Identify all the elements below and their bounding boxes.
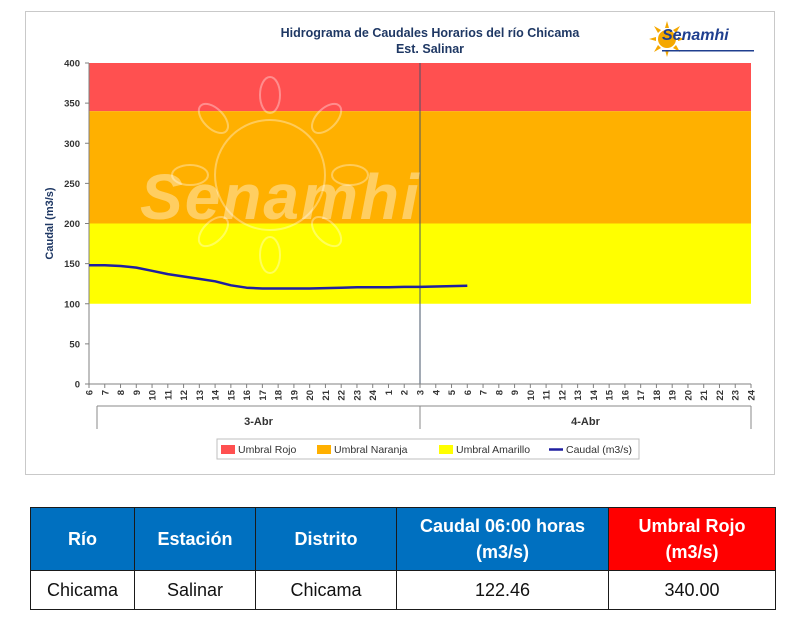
x-tick-label: 10: [148, 390, 159, 401]
legend-item: Umbral Rojo: [221, 444, 297, 456]
x-tick-label: 22: [715, 390, 726, 401]
y-tick-label: 200: [64, 219, 80, 230]
y-tick-label: 0: [75, 380, 80, 391]
legend-item: Umbral Amarillo: [439, 444, 530, 456]
x-tick-label: 20: [305, 390, 316, 401]
header-distrito: Distrito: [255, 507, 397, 571]
x-tick-label: 8: [494, 390, 505, 395]
x-tick-label: 18: [274, 390, 285, 401]
y-tick-label: 150: [64, 259, 80, 270]
legend-item: Caudal (m3/s): [549, 444, 632, 456]
logo-text: Senamhi: [662, 27, 729, 44]
senamhi-logo: [649, 21, 754, 57]
x-tick-label: 14: [211, 389, 222, 400]
legend-label: Caudal (m3/s): [566, 444, 632, 456]
watermark-sun-ray: [259, 76, 281, 114]
x-tick-label: 7: [479, 390, 490, 395]
table-row: Chicama Salinar Chicama 122.46 340.00: [30, 570, 776, 610]
watermark-sun-ray: [171, 164, 209, 186]
x-tick-label: 5: [447, 389, 458, 395]
x-tick-label: 21: [321, 389, 332, 400]
x-tick-label: 18: [652, 390, 663, 401]
legend-swatch: [439, 445, 453, 454]
x-tick-label: 2: [400, 390, 411, 395]
y-tick-label: 50: [69, 339, 80, 350]
cell-caudal: 122.46: [396, 570, 609, 610]
x-tick-label: 21: [699, 389, 710, 400]
x-tick-label: 6: [463, 390, 474, 395]
cell-estacion: Salinar: [134, 570, 256, 610]
watermark-sun-ray: [197, 216, 229, 248]
x-tick-label: 13: [573, 390, 584, 401]
day-label: 4-Abr: [571, 416, 600, 428]
x-tick-label: 3: [416, 390, 427, 395]
x-tick-label: 8: [116, 390, 127, 395]
x-tick-label: 24: [368, 389, 379, 400]
summary-table: Río Estación Distrito Caudal 06:00 horas…: [30, 507, 776, 610]
watermark-sun-ray: [197, 102, 229, 134]
x-tick-label: 23: [352, 390, 363, 401]
x-tick-label: 17: [636, 390, 647, 401]
x-tick-label: 19: [289, 390, 300, 401]
header-umbral-rojo: Umbral Rojo (m3/s): [608, 507, 776, 571]
x-tick-label: 13: [195, 390, 206, 401]
x-tick-label: 24: [747, 389, 758, 400]
y-tick-label: 400: [64, 59, 80, 70]
watermark-sun-ray: [259, 236, 281, 274]
y-tick-label: 100: [64, 299, 80, 310]
legend-swatch: [317, 445, 331, 454]
x-tick-label: 16: [242, 390, 253, 401]
watermark-sun: [171, 76, 369, 274]
header-rio: Río: [30, 507, 135, 571]
x-tick-label: 19: [668, 390, 679, 401]
legend-item: Umbral Naranja: [317, 444, 408, 456]
legend: Umbral Rojo Umbral Naranja Umbral Amarillo…: [216, 438, 640, 460]
x-tick-label: 12: [179, 390, 190, 401]
y-axis-label: Caudal (m3/s): [44, 187, 56, 259]
x-tick-label: 9: [132, 390, 143, 395]
x-tick-label: 7: [100, 390, 111, 395]
watermark-sun-ray: [311, 216, 343, 248]
y-tick-label: 350: [64, 99, 80, 110]
legend-label: Umbral Naranja: [334, 444, 408, 456]
chart-title: Hidrograma de Caudales Horarios del río …: [280, 26, 580, 40]
x-tick-label: 1: [384, 389, 395, 395]
x-tick-label: 4: [431, 389, 442, 395]
x-tick-label: 15: [605, 389, 616, 400]
watermark-sun-ray: [311, 102, 343, 134]
x-tick-label: 20: [683, 390, 694, 401]
legend-label: Umbral Rojo: [238, 444, 297, 456]
chart-subtitle: Est. Salinar: [395, 42, 465, 56]
x-tick-label: 10: [526, 390, 537, 401]
cell-umbral-rojo: 340.00: [608, 570, 776, 610]
x-tick-label: 9: [510, 390, 521, 395]
header-estacion: Estación: [134, 507, 256, 571]
day-label: 3-Abr: [244, 416, 273, 428]
cell-distrito: Chicama: [255, 570, 397, 610]
chart-title-block: Hidrograma de Caudales Horarios del río …: [215, 25, 645, 57]
x-tick-label: 6: [85, 390, 96, 395]
watermark-sun-ray: [331, 164, 369, 186]
legend-label: Umbral Amarillo: [456, 444, 530, 456]
legend-swatch: [221, 445, 235, 454]
x-tick-label: 11: [163, 389, 174, 400]
watermark: Senamhi: [140, 161, 421, 233]
watermark-sun-core: [214, 119, 326, 231]
table-header-row: Río Estación Distrito Caudal 06:00 horas…: [30, 507, 776, 571]
y-tick-label: 250: [64, 179, 80, 190]
x-tick-label: 14: [589, 389, 600, 400]
x-tick-label: 17: [258, 390, 269, 401]
x-tick-label: 16: [620, 390, 631, 401]
x-tick-label: 22: [337, 390, 348, 401]
x-tick-label: 15: [226, 389, 237, 400]
x-tick-label: 11: [542, 389, 553, 400]
header-caudal: Caudal 06:00 horas (m3/s): [396, 507, 609, 571]
cell-rio: Chicama: [30, 570, 135, 610]
y-tick-label: 300: [64, 139, 80, 150]
series-line-caudal: [89, 263, 468, 290]
x-tick-label: 12: [557, 390, 568, 401]
x-tick-label: 23: [731, 390, 742, 401]
